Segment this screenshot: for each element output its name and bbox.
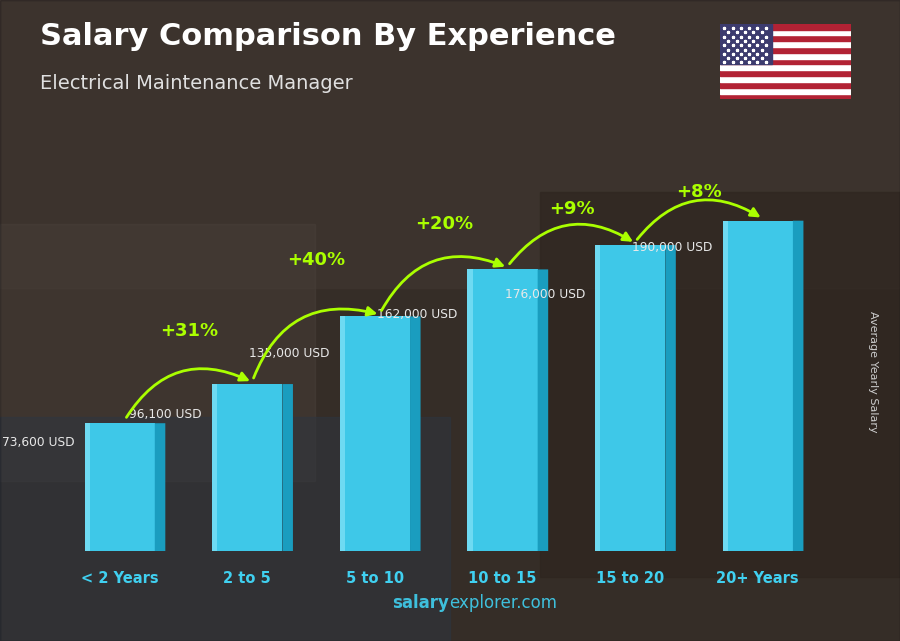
Polygon shape <box>665 245 676 551</box>
Polygon shape <box>85 423 90 551</box>
Bar <box>720 35 850 41</box>
Bar <box>720 58 850 65</box>
Text: salary: salary <box>392 594 449 612</box>
Text: 10 to 15: 10 to 15 <box>468 571 536 587</box>
Text: 20+ Years: 20+ Years <box>716 571 799 587</box>
Bar <box>720 24 850 29</box>
Bar <box>720 76 850 82</box>
Bar <box>720 29 850 35</box>
Text: 176,000 USD: 176,000 USD <box>505 288 585 301</box>
Text: Electrical Maintenance Manager: Electrical Maintenance Manager <box>40 74 353 93</box>
Bar <box>720 71 850 76</box>
Polygon shape <box>595 245 665 551</box>
Bar <box>720 88 850 94</box>
Text: 190,000 USD: 190,000 USD <box>632 240 713 254</box>
Text: 73,600 USD: 73,600 USD <box>2 436 75 449</box>
Text: +8%: +8% <box>677 183 722 201</box>
Bar <box>720 53 850 58</box>
Text: Average Yearly Salary: Average Yearly Salary <box>868 311 878 433</box>
Polygon shape <box>283 384 293 551</box>
Polygon shape <box>723 221 728 551</box>
Text: 2 to 5: 2 to 5 <box>223 571 271 587</box>
Polygon shape <box>340 317 410 551</box>
Text: 135,000 USD: 135,000 USD <box>249 347 329 360</box>
Polygon shape <box>212 384 283 551</box>
Polygon shape <box>410 317 420 551</box>
Bar <box>720 65 850 71</box>
Polygon shape <box>467 269 472 551</box>
Text: +31%: +31% <box>159 322 218 340</box>
Text: 162,000 USD: 162,000 USD <box>377 308 457 321</box>
Text: 15 to 20: 15 to 20 <box>596 571 664 587</box>
Bar <box>720 24 772 65</box>
Text: +20%: +20% <box>415 215 473 233</box>
Bar <box>720 47 850 53</box>
Text: +9%: +9% <box>549 199 594 218</box>
Polygon shape <box>85 423 155 551</box>
Polygon shape <box>340 317 345 551</box>
Polygon shape <box>537 269 548 551</box>
Polygon shape <box>467 269 537 551</box>
Bar <box>0 417 450 641</box>
Bar <box>720 41 850 47</box>
Bar <box>540 192 900 577</box>
Polygon shape <box>212 384 217 551</box>
Text: < 2 Years: < 2 Years <box>81 571 158 587</box>
Bar <box>0 0 900 288</box>
Bar <box>720 94 850 99</box>
Text: 5 to 10: 5 to 10 <box>346 571 404 587</box>
Polygon shape <box>793 221 804 551</box>
Text: Salary Comparison By Experience: Salary Comparison By Experience <box>40 22 616 51</box>
Polygon shape <box>155 423 166 551</box>
Text: explorer.com: explorer.com <box>449 594 557 612</box>
Bar <box>720 82 850 88</box>
Bar <box>0 224 315 481</box>
Text: 96,100 USD: 96,100 USD <box>130 408 202 420</box>
Polygon shape <box>595 245 600 551</box>
Text: +40%: +40% <box>287 251 346 269</box>
Polygon shape <box>723 221 793 551</box>
